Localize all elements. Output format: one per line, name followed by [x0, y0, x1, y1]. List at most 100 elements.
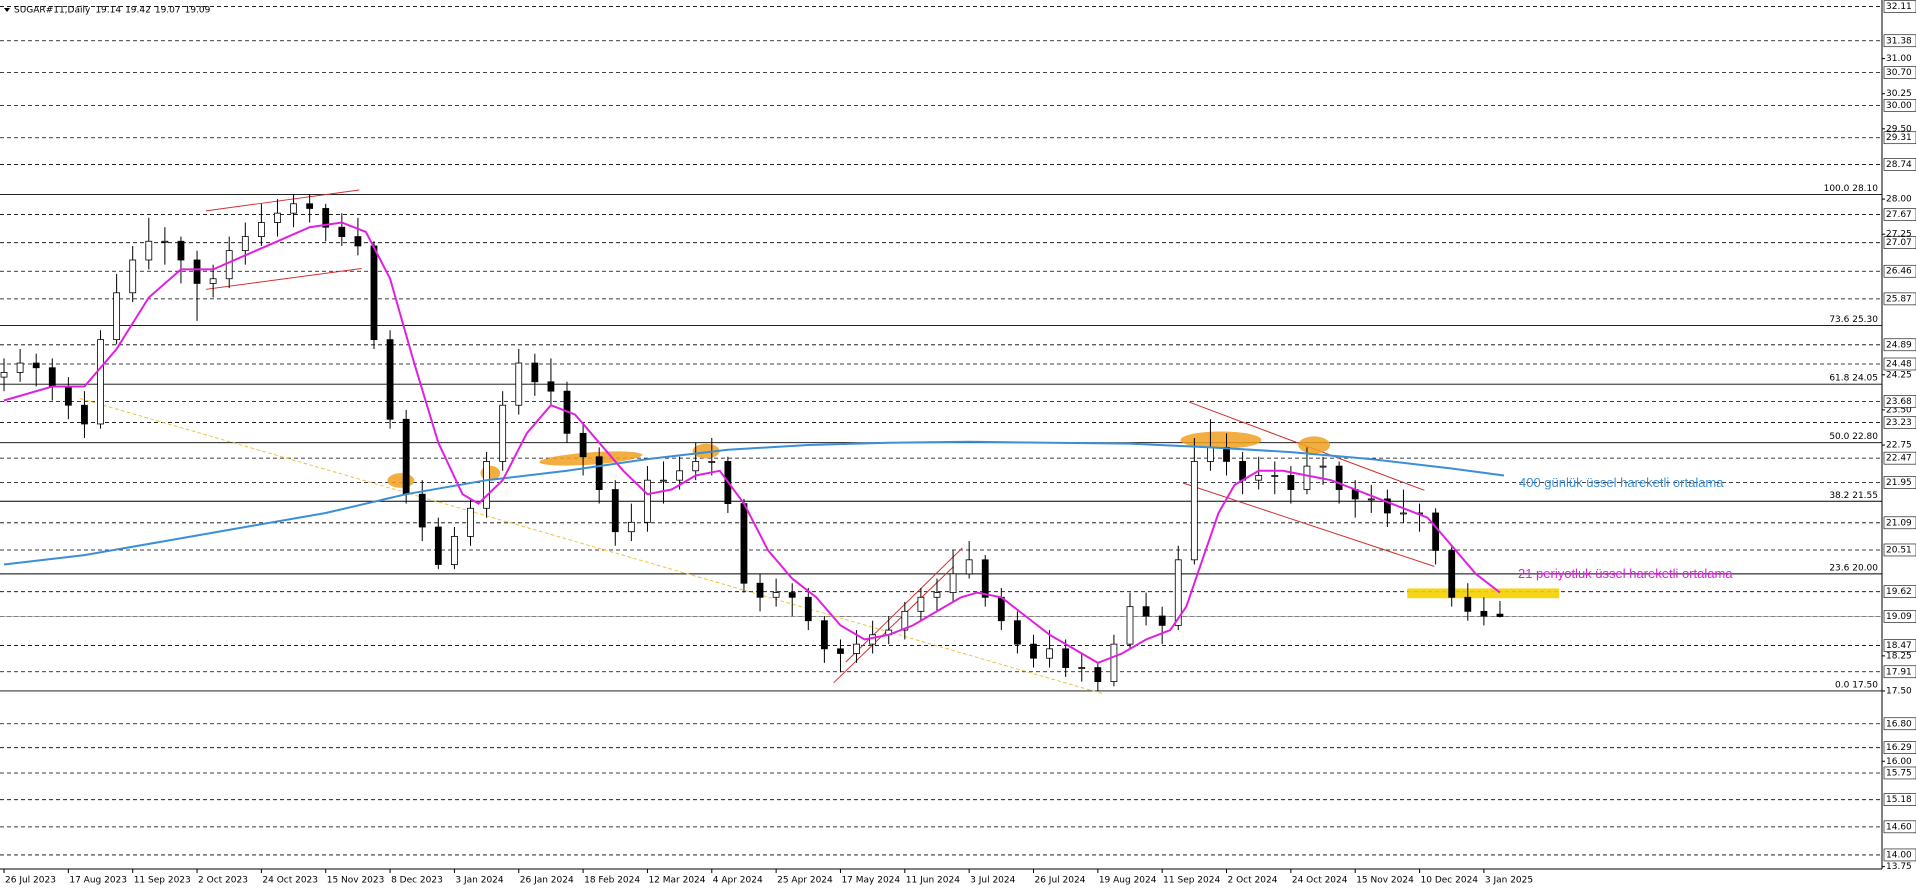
highlight — [1298, 436, 1331, 454]
candle-body — [660, 479, 667, 482]
y-tick-label: 13.75 — [1886, 862, 1912, 872]
channel-line — [845, 547, 963, 663]
candle-body — [515, 362, 523, 406]
labels-layer: SUGAR#11,Daily 19.14 19.42 19.07 19.09 31.00… — [4, 0, 1916, 886]
title-value: 19.14 — [95, 6, 121, 16]
level-label-box — [1883, 476, 1916, 489]
candle-body — [48, 367, 56, 387]
channel-line — [205, 189, 360, 212]
y-tick-label: 30.25 — [1886, 89, 1912, 99]
fibonacci-label: 73.6 25.30 — [1829, 315, 1878, 325]
candle-body — [965, 559, 973, 575]
level-label-box — [1883, 158, 1916, 171]
candle-body — [1271, 475, 1279, 477]
x-tick-label: 3 Jan 2024 — [455, 876, 503, 886]
x-tick-label: 12 Mar 2024 — [648, 876, 705, 886]
level-label: 24.89 — [1886, 340, 1912, 350]
x-tick-label: 17 Aug 2023 — [69, 876, 127, 886]
drawings — [79, 189, 1560, 695]
level-label: 15.18 — [1886, 795, 1912, 805]
candle-body — [257, 222, 265, 237]
candle-body — [1287, 475, 1295, 490]
level-label-box — [1883, 131, 1916, 145]
y-tick-label: 22.75 — [1886, 441, 1912, 451]
level-label: 21.09 — [1886, 518, 1912, 528]
channel-line — [833, 565, 955, 684]
level-label-box — [1883, 820, 1916, 834]
level-label-box — [1883, 766, 1916, 780]
grid-layer — [0, 0, 1885, 873]
candle-body — [434, 526, 442, 565]
candle-body — [708, 461, 716, 463]
candle-body — [1335, 465, 1343, 490]
y-tick-label: 24.25 — [1886, 370, 1912, 380]
candle-body — [225, 250, 233, 280]
level-label: 30.00 — [1886, 101, 1912, 111]
candle-body — [354, 236, 362, 247]
candle-body — [1255, 475, 1263, 481]
candle-body — [949, 573, 957, 594]
candle-body — [820, 620, 828, 650]
candle-body — [290, 203, 297, 214]
candle-body — [338, 226, 346, 237]
candle-body — [756, 582, 764, 598]
candle-body — [418, 493, 426, 528]
x-tick-label: 10 Dec 2024 — [1421, 876, 1479, 886]
level-label: 27.67 — [1886, 210, 1912, 220]
candle-body — [1110, 643, 1118, 683]
x-tick-label: 19 Aug 2024 — [1099, 876, 1157, 886]
level-label: 29.31 — [1886, 133, 1912, 143]
level-label-box — [1883, 236, 1916, 249]
level-label-box — [1883, 793, 1916, 806]
marks-layer — [0, 194, 1505, 691]
y-tick-label: 27.25 — [1886, 230, 1912, 240]
highlight — [1180, 431, 1262, 449]
candle-body — [933, 592, 941, 598]
candle-body — [1046, 648, 1053, 659]
highlight — [692, 443, 720, 459]
candle-body — [97, 339, 104, 425]
y-tick-label: 29.50 — [1886, 124, 1912, 134]
level-label-box — [1883, 208, 1916, 221]
level-label: 23.23 — [1886, 418, 1912, 428]
level-label-box — [1883, 357, 1916, 371]
x-tick-label: 25 Apr 2024 — [777, 876, 833, 886]
level-label: 16.80 — [1886, 719, 1912, 729]
candle-body — [1367, 498, 1375, 501]
candle-body — [531, 362, 539, 383]
y-tick-label: 23.50 — [1886, 405, 1912, 415]
level-label-box — [1883, 585, 1916, 598]
title-value: 19.07 — [155, 6, 181, 16]
x-tick-label: 3 Jul 2024 — [970, 876, 1015, 886]
candle-body — [499, 404, 507, 462]
moving-average — [3, 440, 1505, 566]
fibonacci-label: 61.8 24.05 — [1829, 374, 1878, 384]
level-label-box — [1883, 99, 1916, 112]
candle-body — [644, 479, 651, 523]
candle-body — [1303, 465, 1311, 490]
level-label-box — [1883, 516, 1916, 530]
candle-body — [740, 503, 748, 584]
level-label-box — [1883, 338, 1916, 352]
level-label: 21.95 — [1886, 478, 1912, 488]
level-label-box — [1883, 717, 1916, 731]
candle-body — [1207, 446, 1214, 462]
chart-title: SUGAR#11,Daily — [14, 6, 91, 16]
fibonacci-label: 100.0 28.10 — [1824, 184, 1879, 194]
y-tick-label: 16.00 — [1886, 757, 1912, 767]
candle-body — [1448, 550, 1456, 598]
candle-body — [0, 372, 8, 378]
candle-body — [451, 535, 458, 565]
candle-body — [1014, 620, 1021, 645]
candle-body — [241, 236, 249, 252]
candle-body — [1319, 465, 1327, 468]
candle-body — [547, 381, 555, 392]
level-label-box — [1883, 665, 1916, 679]
level-label-box — [1883, 66, 1916, 79]
candle-body — [1062, 648, 1070, 668]
moving-average — [3, 221, 1501, 665]
candle-body — [772, 592, 780, 598]
candle-body — [692, 461, 700, 472]
level-label-box — [1883, 639, 1916, 652]
y-tick-label: 17.50 — [1886, 686, 1912, 696]
